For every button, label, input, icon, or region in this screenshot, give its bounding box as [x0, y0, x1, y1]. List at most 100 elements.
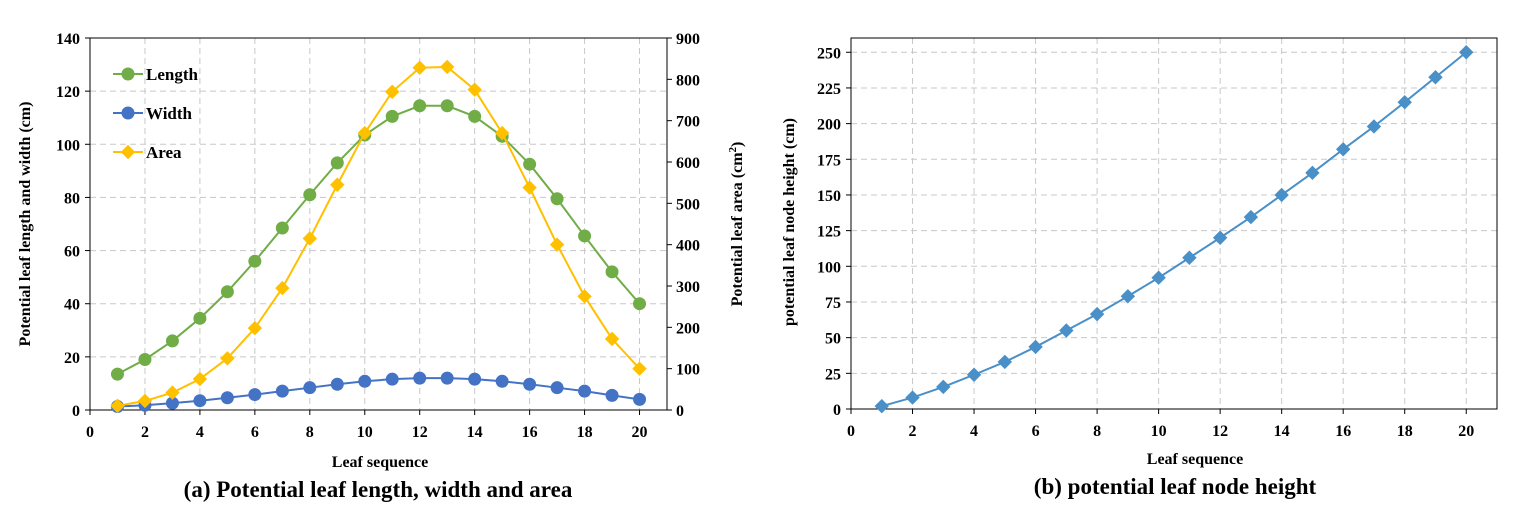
chart-a-x-tick-label: 12 — [412, 424, 428, 441]
chart-a-x-tick-label: 2 — [141, 424, 149, 441]
chart-a-point-area — [330, 177, 345, 192]
chart-a-x-tick-label: 6 — [251, 424, 259, 441]
chart-b-point-series-0 — [997, 354, 1013, 370]
chart-a-point-area — [302, 231, 318, 246]
chart-b-caption: (b) potential leaf node height — [1034, 474, 1317, 499]
chart-b-x-tick-label: 16 — [1335, 423, 1351, 440]
chart-b-x-tick-label: 2 — [909, 423, 917, 440]
chart-b-y-tick-label: 75 — [825, 295, 841, 312]
chart-a-y2-tick-label: 300 — [676, 279, 700, 296]
chart-a-y-tick-label: 80 — [64, 190, 80, 207]
chart-a-point-area — [247, 320, 263, 336]
chart-a: 0 2 4 6 8 10 12 14 16 18 20 0 20 40 60 80 100 120 140 0 10… — [17, 31, 746, 502]
chart-a-point-length — [550, 192, 564, 206]
chart-b-line-series-0 — [881, 51, 1467, 408]
chart-a-point-area — [549, 237, 565, 252]
chart-b-y-tick-label: 50 — [825, 331, 841, 348]
chart-a-x-tick-label: 8 — [306, 424, 314, 441]
chart-b-x-tick-label: 12 — [1212, 423, 1228, 440]
chart-a-point-width — [303, 381, 317, 395]
chart-a-point-width — [605, 388, 619, 402]
chart-a-point-length — [578, 229, 592, 243]
chart-b-point-series-0 — [1182, 250, 1197, 265]
chart-b-plot-frame — [850, 37, 1498, 410]
chart-a-caption: (a) Potential leaf length, width and are… — [184, 477, 573, 502]
chart-b-y-tick-label: 25 — [825, 366, 841, 383]
chart-a-y2-tick-label: 900 — [676, 31, 700, 48]
chart-a-y2-tick-label: 600 — [676, 155, 700, 172]
chart-a-point-length — [220, 285, 234, 299]
chart-a-line-length — [117, 104, 641, 376]
chart-b-point-series-0 — [1366, 119, 1382, 134]
chart-b-point-series-0 — [874, 398, 889, 414]
chart-a-point-width — [440, 371, 454, 385]
chart-a-point-width — [248, 388, 262, 402]
chart-a-point-width — [275, 384, 289, 398]
chart-a-y-ticks: 0 20 40 60 80 100 120 140 — [56, 31, 90, 420]
chart-b-y-tick-label: 250 — [817, 45, 841, 62]
chart-b: 0 2 4 6 8 10 12 14 16 18 20 0 25 50 75 100 125 150 175 200… — [781, 37, 1498, 499]
chart-b-x-label: Leaf sequence — [1147, 451, 1243, 468]
chart-a-x-tick-label: 20 — [632, 424, 648, 441]
chart-b-y-tick-label: 175 — [817, 152, 841, 169]
chart-a-legend-item-area: Area — [113, 143, 182, 162]
chart-b-point-series-0 — [905, 390, 920, 405]
chart-a-plot-frame — [89, 37, 668, 411]
chart-a-y-tick-label: 60 — [64, 244, 80, 261]
chart-a-x-ticks: 0 2 4 6 8 10 12 14 16 18 20 — [86, 410, 648, 441]
chart-a-x-label: Leaf sequence — [332, 454, 428, 471]
chart-a-legend-marker-area — [120, 144, 136, 160]
chart-a-point-length — [330, 156, 344, 170]
chart-b-series-series-0 — [874, 45, 1474, 414]
chart-a-y2-tick-label: 400 — [676, 238, 700, 255]
chart-a-legend-marker-length — [121, 67, 135, 81]
chart-a-point-width — [385, 372, 399, 386]
chart-a-y2-tick-label: 800 — [676, 72, 700, 89]
chart-a-point-area — [632, 361, 647, 376]
chart-a-series-length — [110, 99, 647, 381]
chart-a-point-width — [578, 384, 592, 398]
chart-b-point-series-0 — [1089, 306, 1105, 322]
chart-a-legend: Length Width Area — [113, 65, 199, 162]
chart-b-y-tick-label: 100 — [817, 259, 841, 276]
chart-a-point-area — [412, 60, 427, 75]
chart-a-point-width — [220, 391, 234, 405]
chart-b-point-series-0 — [1305, 165, 1320, 181]
chart-a-y-tick-label: 40 — [64, 297, 80, 314]
chart-b-point-series-0 — [1274, 187, 1289, 203]
chart-a-point-area — [522, 180, 537, 195]
chart-a-legend-label-width: Width — [146, 104, 193, 123]
chart-a-point-length — [385, 109, 399, 123]
chart-a-point-length — [138, 353, 152, 367]
chart-a-point-length — [440, 99, 454, 113]
chart-a-y-label: Potential leaf length and width (cm) — [17, 102, 34, 347]
chart-b-point-series-0 — [1243, 209, 1259, 225]
chart-b-x-tick-label: 4 — [970, 423, 978, 440]
chart-a-y-tick-label: 100 — [56, 137, 80, 154]
chart-a-x-tick-label: 18 — [577, 424, 593, 441]
chart-b-point-series-0 — [1028, 339, 1043, 355]
chart-a-x-tick-label: 0 — [86, 424, 94, 441]
chart-a-y2-ticks: 0 100 200 300 400 500 600 700 800 900 — [667, 31, 700, 420]
chart-a-point-area — [577, 289, 592, 304]
chart-b-point-series-0 — [1059, 323, 1074, 338]
chart-b-y-tick-label: 200 — [817, 117, 841, 134]
chart-b-series — [874, 45, 1474, 414]
chart-a-y-tick-label: 140 — [56, 31, 80, 48]
chart-a-point-length — [413, 99, 427, 113]
chart-a-point-area — [385, 84, 400, 99]
chart-b-x-tick-label: 18 — [1397, 423, 1413, 440]
chart-b-x-tick-label: 14 — [1274, 423, 1290, 440]
chart-a-point-area — [192, 371, 208, 387]
chart-a-x-tick-label: 10 — [357, 424, 373, 441]
chart-a-point-width — [523, 377, 537, 391]
chart-b-y-tick-label: 225 — [817, 81, 841, 98]
chart-a-point-width — [413, 371, 427, 385]
chart-a-point-length — [110, 367, 124, 381]
chart-a-point-width — [495, 374, 509, 388]
chart-a-x-tick-label: 4 — [196, 424, 204, 441]
chart-a-point-length — [248, 254, 262, 268]
chart-b-point-series-0 — [1212, 230, 1228, 245]
chart-b-y-label: potential leaf node height (cm) — [781, 118, 798, 326]
